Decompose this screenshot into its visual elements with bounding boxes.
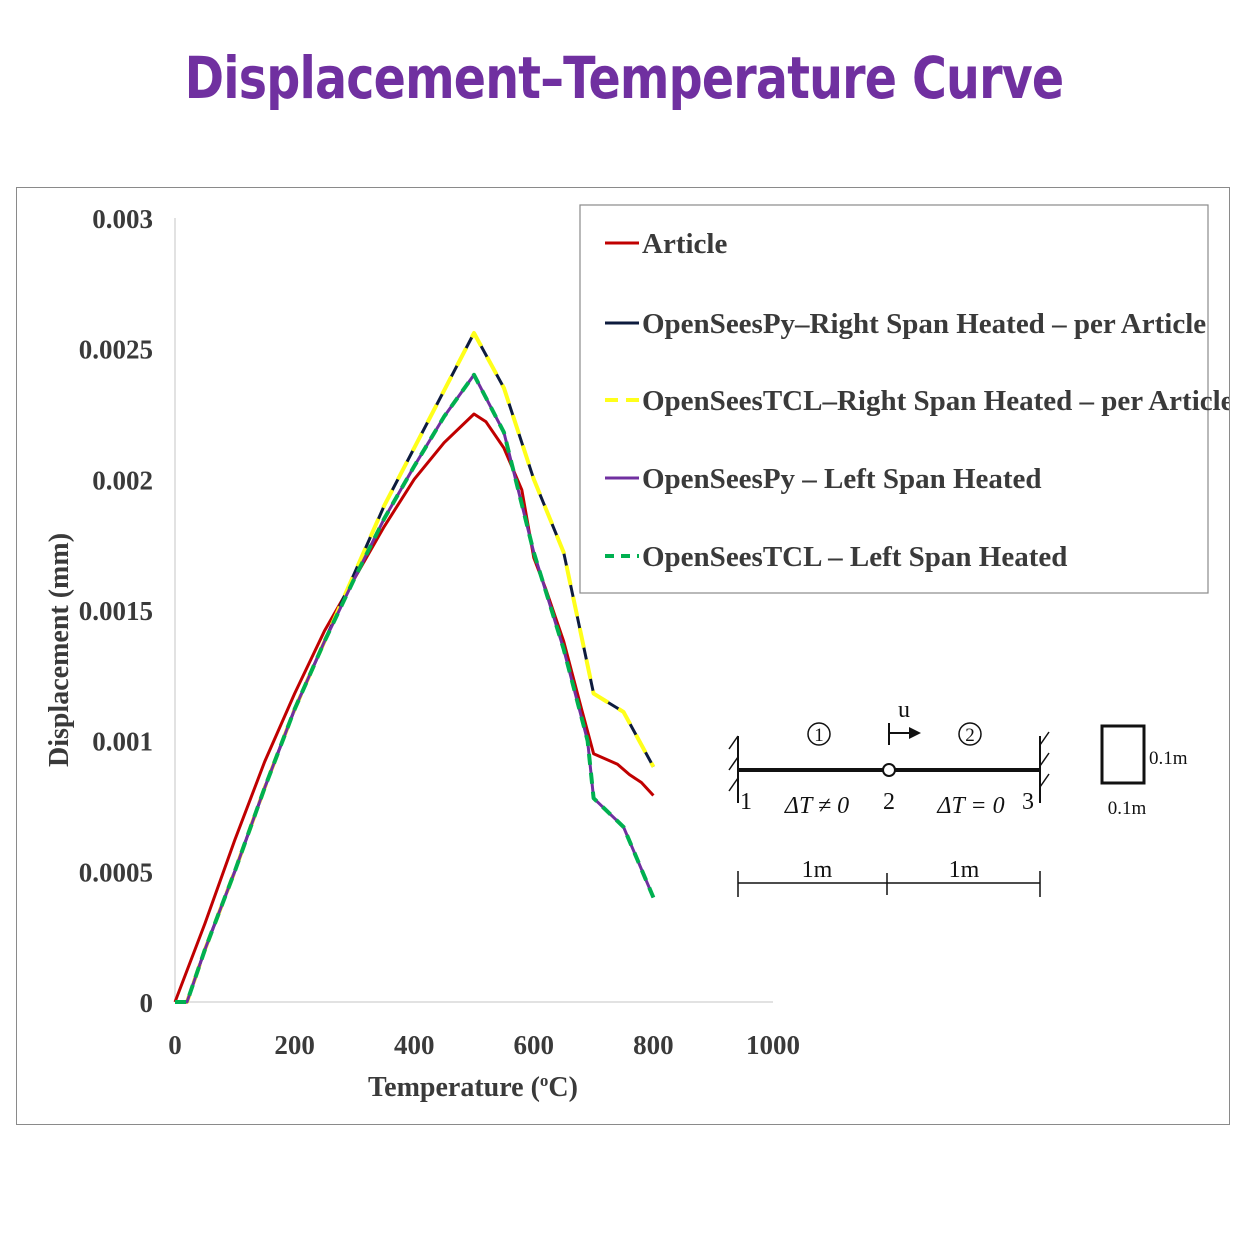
x-axis-label-sup: o xyxy=(540,1071,549,1090)
left-support-hatch-2 xyxy=(728,756,739,771)
y-tick-label: 0 xyxy=(140,988,154,1018)
left-support-hatch-1 xyxy=(728,735,739,750)
node-2-label: 2 xyxy=(883,789,895,815)
disp-arrow-head xyxy=(909,727,921,739)
y-axis-title: Displacement (mm) xyxy=(44,533,75,767)
legend-box xyxy=(579,204,1209,594)
y-axis-label: Displacement (mm) xyxy=(44,533,75,767)
left-support-hatch-3 xyxy=(728,777,739,792)
axes-layer: 0 200 400 600 800 1000 0 0.0005 0.001 0.0015 0.002… xyxy=(79,204,800,1060)
element-2-label: 2 xyxy=(965,725,975,746)
page-title: Displacement–Temperature Curve xyxy=(184,44,1065,112)
x-tick-label: 200 xyxy=(274,1030,315,1060)
delta-t-left: ΔT ≠ 0 xyxy=(784,793,849,819)
y-tick-label: 0.0025 xyxy=(79,335,153,365)
element-1-circle xyxy=(807,722,831,746)
legend-items: Article OpenSeesPy–Right Span Heated – pe… xyxy=(605,228,1229,573)
legend-label-1: Article xyxy=(642,228,727,260)
y-tick-label: 0.0005 xyxy=(79,857,153,887)
x-tick-label: 0 xyxy=(168,1030,182,1060)
legend-label-2: OpenSeesPy–Right Span Heated – per Artic… xyxy=(642,308,1206,340)
x-tick-label: 1000 xyxy=(746,1030,800,1060)
cross-section-square xyxy=(1100,724,1146,785)
span-left-label: 1m xyxy=(802,857,833,883)
legend-label-4: OpenSeesPy – Left Span Heated xyxy=(642,463,1042,495)
section-width-label: 0.1m xyxy=(1108,798,1147,819)
middle-hinge xyxy=(882,763,896,777)
x-axis-label-main: Temperature ( xyxy=(368,1072,540,1103)
x-axis-label: Temperature (oC) xyxy=(368,1071,578,1103)
element-1-label: 1 xyxy=(814,725,824,746)
x-axis-label-end: C) xyxy=(548,1072,578,1103)
series-line-5 xyxy=(175,372,656,1004)
legend: Article OpenSeesPy–Right Span Heated – pe… xyxy=(579,204,1229,594)
chart-svg: 0 200 400 600 800 1000 0 0.0005 0.001 0.0015 0.002… xyxy=(44,204,1229,1103)
delta-t-right: ΔT = 0 xyxy=(936,793,1004,819)
series-layer xyxy=(173,331,656,1004)
x-tick-label: 400 xyxy=(394,1030,435,1060)
series-line-1 xyxy=(173,412,655,1003)
beam-diagram: 1 2 u 1 2 3 ΔT ≠ 0 ΔT = 0 1m 1m 0.1m 0.1… xyxy=(728,697,1188,897)
node-3-label: 3 xyxy=(1022,789,1034,815)
right-support-hatch-2 xyxy=(1039,752,1050,767)
span-right-label: 1m xyxy=(949,857,980,883)
disp-label: u xyxy=(898,697,910,723)
node-1-label: 1 xyxy=(740,789,752,815)
y-tick-label: 0.003 xyxy=(92,204,153,234)
legend-label-5: OpenSeesTCL – Left Span Heated xyxy=(642,541,1067,573)
x-tick-label: 600 xyxy=(514,1030,555,1060)
right-support-hatch-3 xyxy=(1039,773,1050,788)
y-tick-label: 0.001 xyxy=(92,727,153,757)
y-tick-label: 0.0015 xyxy=(79,596,153,626)
x-tick-label: 800 xyxy=(633,1030,674,1060)
legend-label-3: OpenSeesTCL–Right Span Heated – per Arti… xyxy=(642,385,1229,417)
section-height-label: 0.1m xyxy=(1149,748,1188,769)
chart-frame: 0 200 400 600 800 1000 0 0.0005 0.001 0.0015 0.002… xyxy=(16,187,1230,1125)
y-tick-label: 0.002 xyxy=(92,465,153,495)
right-support-hatch-1 xyxy=(1039,731,1050,746)
element-2-circle xyxy=(958,722,982,746)
